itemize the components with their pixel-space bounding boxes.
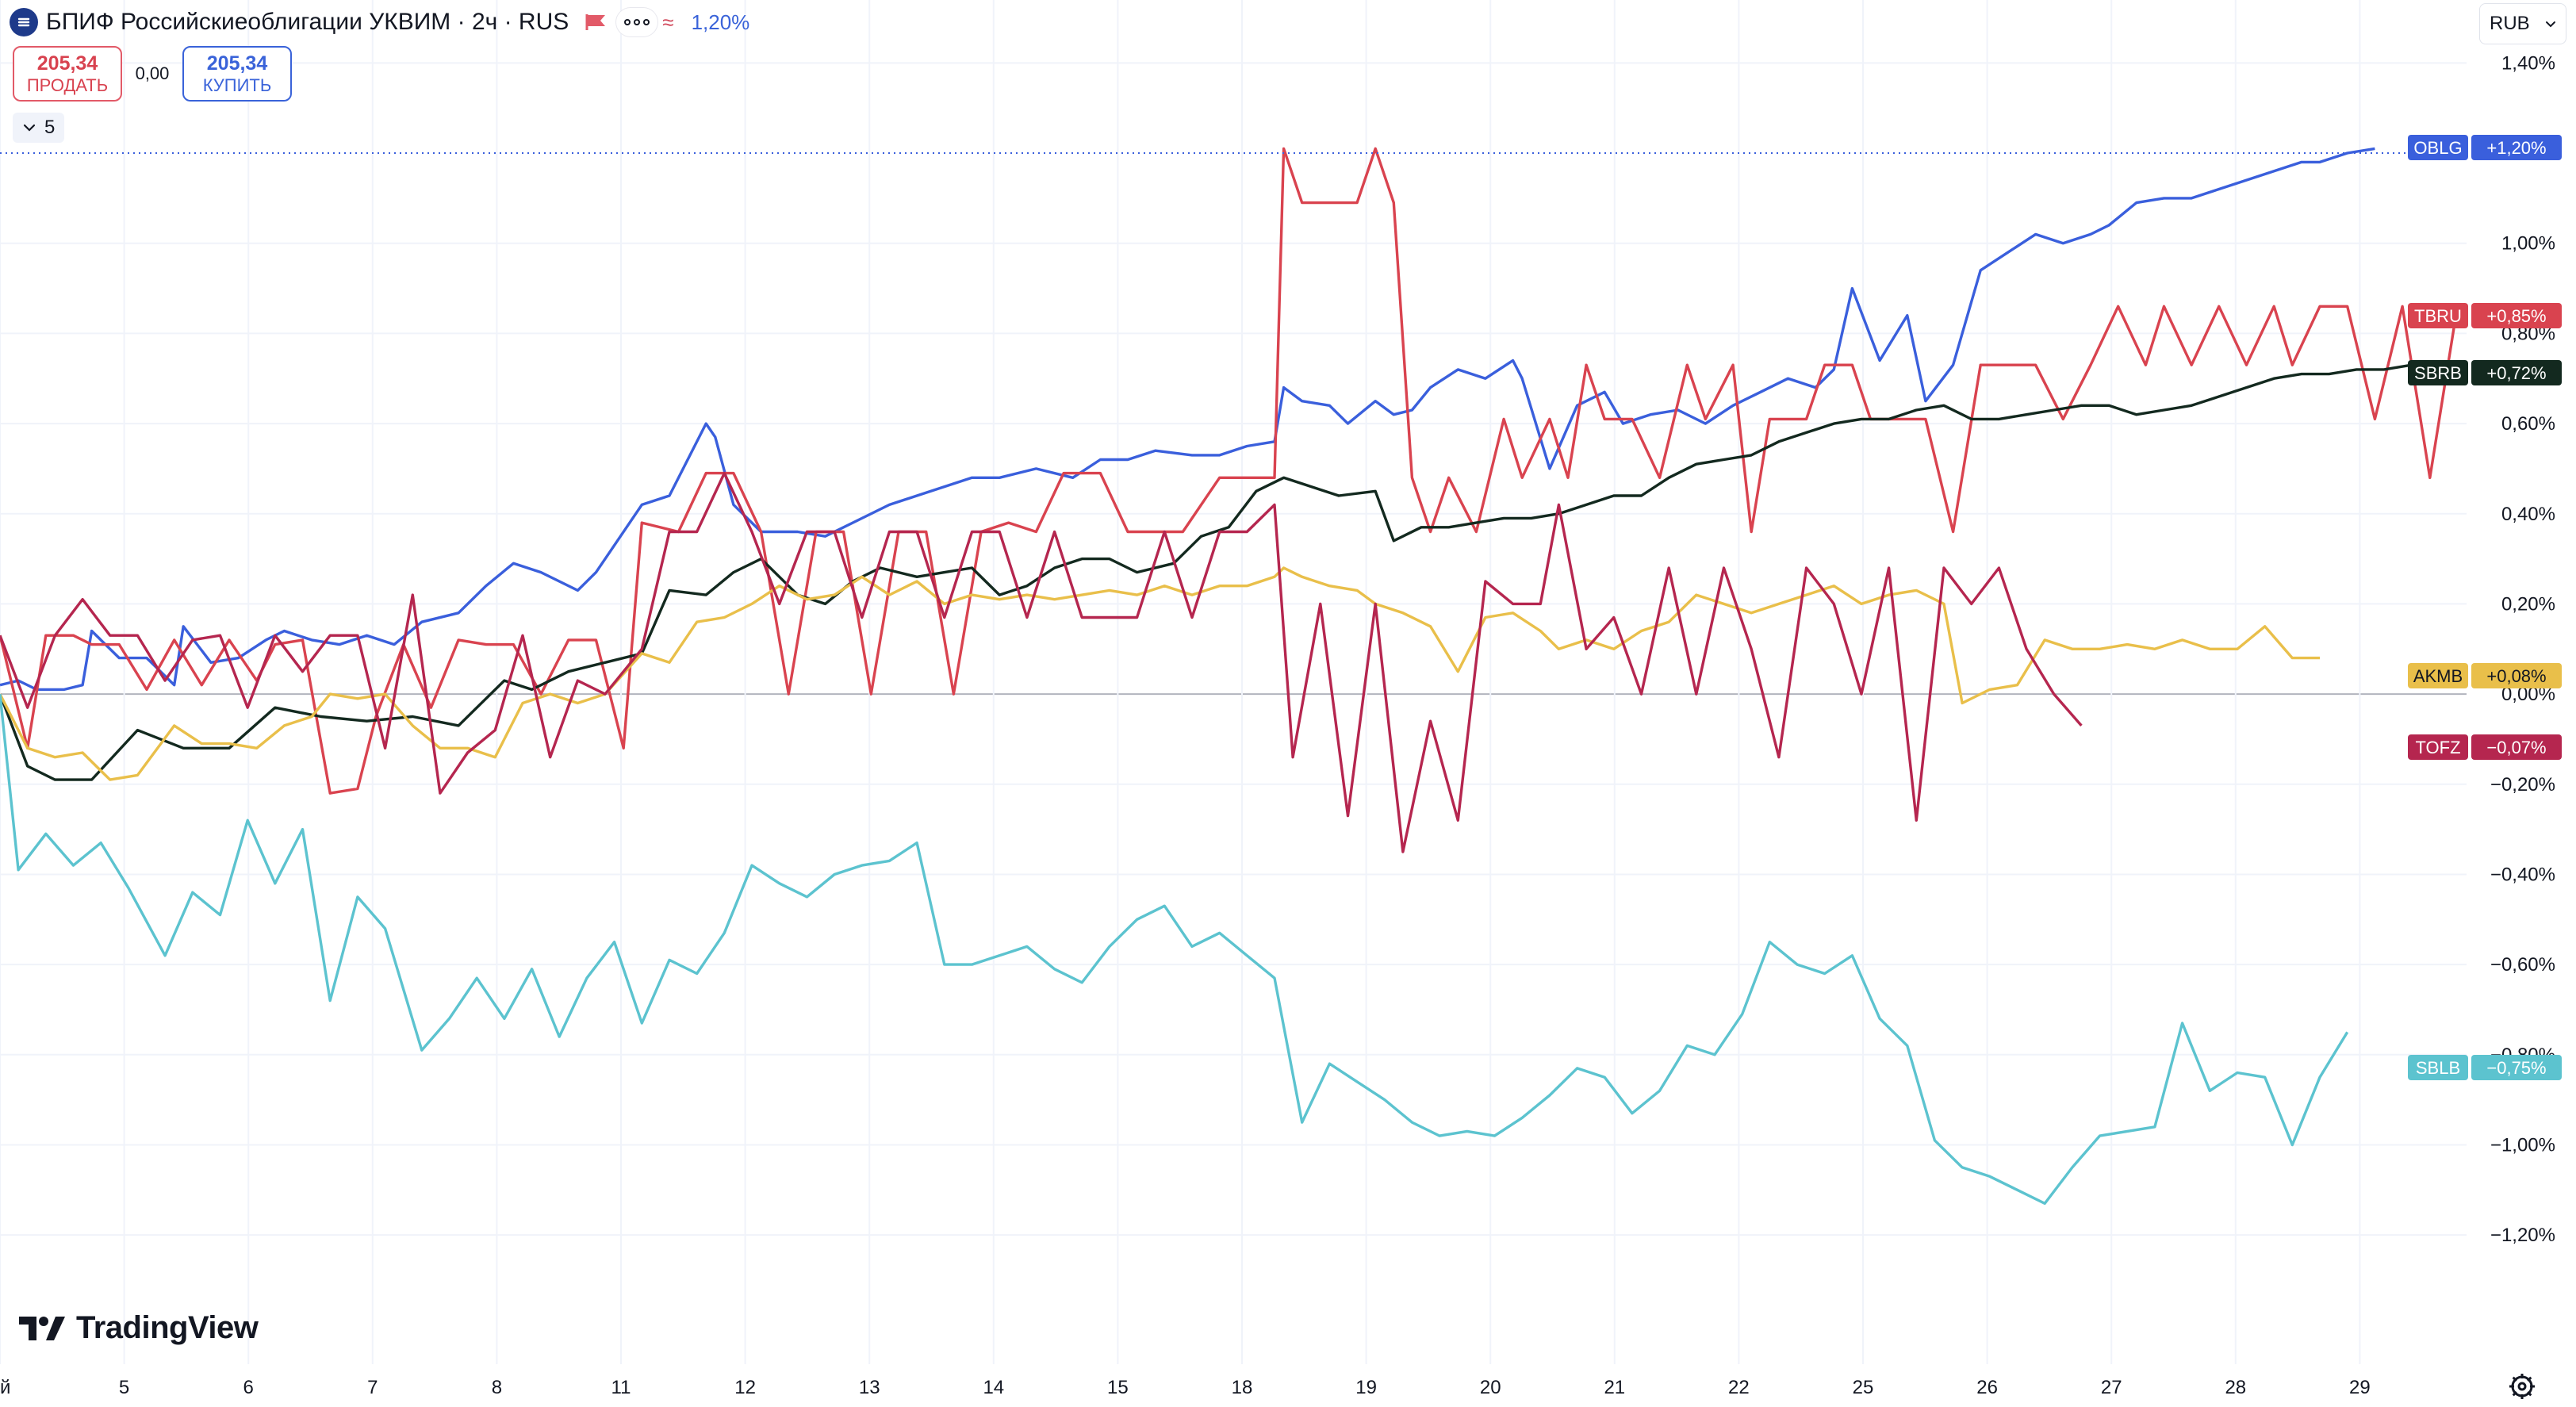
x-tick-label: 29 <box>2349 1377 2371 1398</box>
chevron-down-icon <box>2546 21 2555 28</box>
series-value-badge <box>2471 734 2562 760</box>
y-tick-label: 0,40% <box>2501 504 2555 525</box>
series-line-oblg <box>0 147 2375 692</box>
tradingview-logo[interactable]: TradingView <box>17 1310 259 1346</box>
trade-panel: 205,34 ПРОДАТЬ 0,00 205,34 КУПИТЬ <box>13 46 292 102</box>
series-label-akmb: AKMB +0,08% <box>2408 663 2562 688</box>
series-label-tbru: TBRU +0,85% <box>2408 303 2562 328</box>
y-tick-label: −0,20% <box>2490 774 2555 796</box>
x-tick-label: 18 <box>1232 1377 1253 1398</box>
change-value: 1,20% <box>691 10 750 34</box>
series-name: TOFZ <box>2415 738 2460 757</box>
series-value-badge <box>2471 135 2562 160</box>
series-name-badge <box>2408 663 2468 688</box>
series-value: −0,75% <box>2486 1058 2546 1078</box>
y-tick-label: −1,20% <box>2490 1225 2555 1246</box>
series-value-badge <box>2471 303 2562 328</box>
sell-button[interactable]: 205,34 ПРОДАТЬ <box>13 46 122 102</box>
currency-label: RUB <box>2490 13 2530 34</box>
x-tick-label: 14 <box>983 1377 1004 1398</box>
series-name-badge <box>2408 734 2468 760</box>
series-line-tofz <box>0 471 2083 853</box>
x-tick-label: 25 <box>1853 1377 1874 1398</box>
tradingview-logo-icon <box>19 1316 65 1340</box>
y-tick-label: 0,60% <box>2501 413 2555 435</box>
x-tick-label: ай <box>0 1377 10 1398</box>
indicators-toggle[interactable]: 5 <box>13 113 65 143</box>
sell-price: 205,34 <box>36 52 98 75</box>
sell-label: ПРОДАТЬ <box>26 75 109 95</box>
series-label-oblg: OBLG +1,20% <box>2408 135 2562 160</box>
series-value-badge <box>2471 663 2562 688</box>
approx-icon: ≈ <box>662 10 674 34</box>
x-tick-label: 5 <box>119 1377 129 1398</box>
x-tick-label: 6 <box>243 1377 254 1398</box>
spread-value: 0,00 <box>135 63 170 83</box>
series-line-sblb <box>0 693 2349 1206</box>
indicators-count: 5 <box>44 117 56 138</box>
x-tick-label: 22 <box>1728 1377 1750 1398</box>
more-dots-icon[interactable] <box>616 8 658 36</box>
series-line-sbrb <box>0 363 2467 781</box>
series-value: −0,07% <box>2486 738 2546 757</box>
x-axis[interactable]: ай 5 6 7 8 11 12 13 14 15 18 19 20 21 22 25 26 27 28 29 <box>0 1377 2371 1398</box>
x-tick-label: 8 <box>492 1377 502 1398</box>
series-name: SBLB <box>2416 1058 2460 1078</box>
series-value-badge <box>2471 1055 2562 1080</box>
series-value-badge <box>2471 360 2562 385</box>
x-tick-label: 11 <box>611 1377 631 1398</box>
y-tick-label: −0,40% <box>2490 864 2555 885</box>
fund-logo-icon[interactable] <box>10 8 38 36</box>
series-name-badge <box>2408 1055 2468 1080</box>
tradingview-logo-text: TradingView <box>76 1310 259 1345</box>
buy-label: КУПИТЬ <box>202 75 272 95</box>
series-lines <box>0 147 2467 1206</box>
series-value: +0,08% <box>2486 666 2546 686</box>
x-tick-label: 13 <box>859 1377 880 1398</box>
flag-icon[interactable] <box>585 13 608 32</box>
buy-price: 205,34 <box>206 52 268 75</box>
series-name-badge <box>2408 360 2468 385</box>
x-tick-label: 27 <box>2101 1377 2122 1398</box>
y-axis[interactable]: 1,40%1,00%0,80%0,60%0,40%0,20%0,00%−0,20… <box>2490 52 2555 1246</box>
series-value: +0,72% <box>2486 363 2546 383</box>
symbol-title[interactable]: БПИФ Российскиеоблигации УКВИМ · 2ч · RU… <box>46 9 569 35</box>
x-tick-label: 19 <box>1355 1377 1377 1398</box>
currency-select[interactable]: RUB <box>2479 3 2566 44</box>
series-label-sblb: SBLB −0,75% <box>2408 1055 2562 1080</box>
series-name: OBLG <box>2413 138 2462 158</box>
x-tick-label: 21 <box>1604 1377 1625 1398</box>
x-tick-label: 28 <box>2225 1377 2246 1398</box>
gear-icon[interactable] <box>2506 1371 2538 1402</box>
series-line-akmb <box>0 566 2320 781</box>
series-labels: OBLG +1,20% TBRU +0,85% SBRB +0,72% AKMB +0,08%… <box>2408 135 2562 1080</box>
y-tick-label: 1,00% <box>2501 233 2555 255</box>
series-name-badge <box>2408 303 2468 328</box>
series-name-badge <box>2408 135 2468 160</box>
buy-button[interactable]: 205,34 КУПИТЬ <box>182 46 292 102</box>
series-label-tofz: TOFZ −0,07% <box>2408 734 2562 760</box>
y-tick-label: −1,00% <box>2490 1134 2555 1156</box>
x-tick-label: 26 <box>1976 1377 1998 1398</box>
series-label-sbrb: SBRB +0,72% <box>2408 360 2562 385</box>
x-tick-label: 20 <box>1480 1377 1501 1398</box>
series-name: AKMB <box>2413 666 2463 686</box>
series-name: TBRU <box>2414 306 2462 326</box>
x-tick-label: 15 <box>1107 1377 1129 1398</box>
series-name: SBRB <box>2414 363 2462 383</box>
y-tick-label: −0,60% <box>2490 954 2555 976</box>
series-value: +1,20% <box>2486 138 2546 158</box>
x-tick-label: 7 <box>367 1377 378 1398</box>
chart-header: БПИФ Российскиеоблигации УКВИМ · 2ч · RU… <box>10 6 749 38</box>
x-tick-label: 12 <box>734 1377 756 1398</box>
y-tick-label: 0,20% <box>2501 593 2555 615</box>
series-value: +0,85% <box>2486 306 2546 326</box>
y-tick-label: 1,40% <box>2501 52 2555 74</box>
chevron-down-icon <box>23 124 36 132</box>
